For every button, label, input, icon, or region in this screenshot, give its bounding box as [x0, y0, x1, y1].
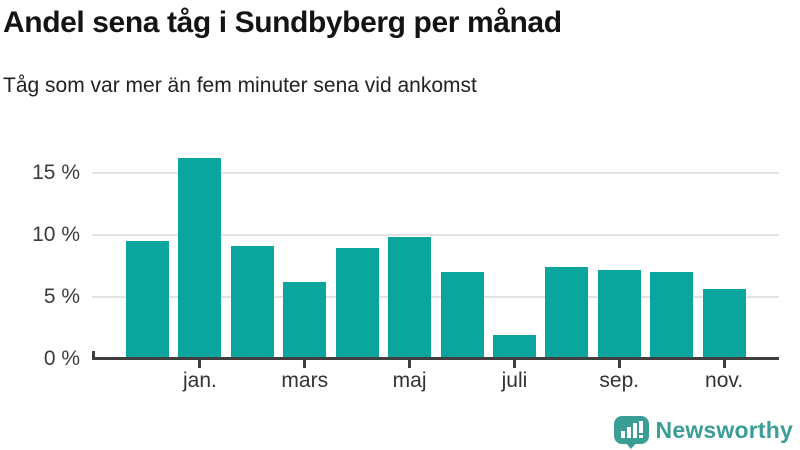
logo-exclamation-stem [638, 420, 643, 433]
x-tick-mars [303, 360, 307, 368]
x-axis-label: juli [501, 369, 528, 392]
logo-exclamation-dot [638, 434, 643, 438]
x-axis-label: sep. [599, 369, 640, 392]
bar-mars [283, 281, 327, 359]
y-axis-label: 5 % [43, 284, 80, 308]
x-axis-label: mars [281, 369, 329, 392]
newsworthy-logo-icon [613, 413, 649, 449]
gridline-10 [92, 233, 779, 236]
bar-maj [388, 237, 432, 359]
bar-feb [230, 245, 274, 359]
x-axis-label: nov. [705, 369, 744, 392]
brand-name: Newsworthy [655, 417, 793, 443]
bar-okt [650, 271, 694, 359]
logo-mini-bar-1 [620, 430, 625, 438]
x-axis-line [92, 357, 779, 360]
logo-mini-bar-2 [626, 426, 631, 438]
x-tick-juli [512, 360, 516, 368]
brand-footer: Newsworthy [613, 411, 793, 450]
y-axis-label: 10 % [32, 222, 80, 246]
speech-bubble-tail [624, 441, 637, 449]
bar-apr [335, 248, 379, 359]
bar-nov [702, 289, 746, 359]
x-tick-jan [198, 360, 202, 368]
bar-juni [440, 271, 484, 359]
bar-juli [492, 335, 536, 359]
speech-bubble-shape [613, 415, 649, 444]
logo-mini-bar-3 [632, 422, 637, 438]
gridline-15 [92, 171, 779, 174]
chart-title: Andel sena tåg i Sundbyberg per månad [3, 6, 562, 39]
x-tick-maj [408, 360, 412, 368]
bar-sep [597, 269, 641, 359]
gridline-5 [92, 295, 779, 298]
x-tick-sep [617, 360, 621, 368]
y-axis-label: 15 % [32, 160, 80, 184]
chart-subtitle: Tåg som var mer än fem minuter sena vid … [3, 74, 477, 97]
x-tick-nov [722, 360, 726, 368]
bar-dec [126, 240, 169, 359]
x-axis-label: maj [392, 369, 427, 392]
bar-jan [178, 157, 222, 359]
bar-aug [545, 267, 589, 359]
x-axis-label: jan. [182, 369, 217, 392]
x-axis-end-tick [92, 351, 95, 359]
y-axis-label: 0 % [43, 347, 80, 370]
